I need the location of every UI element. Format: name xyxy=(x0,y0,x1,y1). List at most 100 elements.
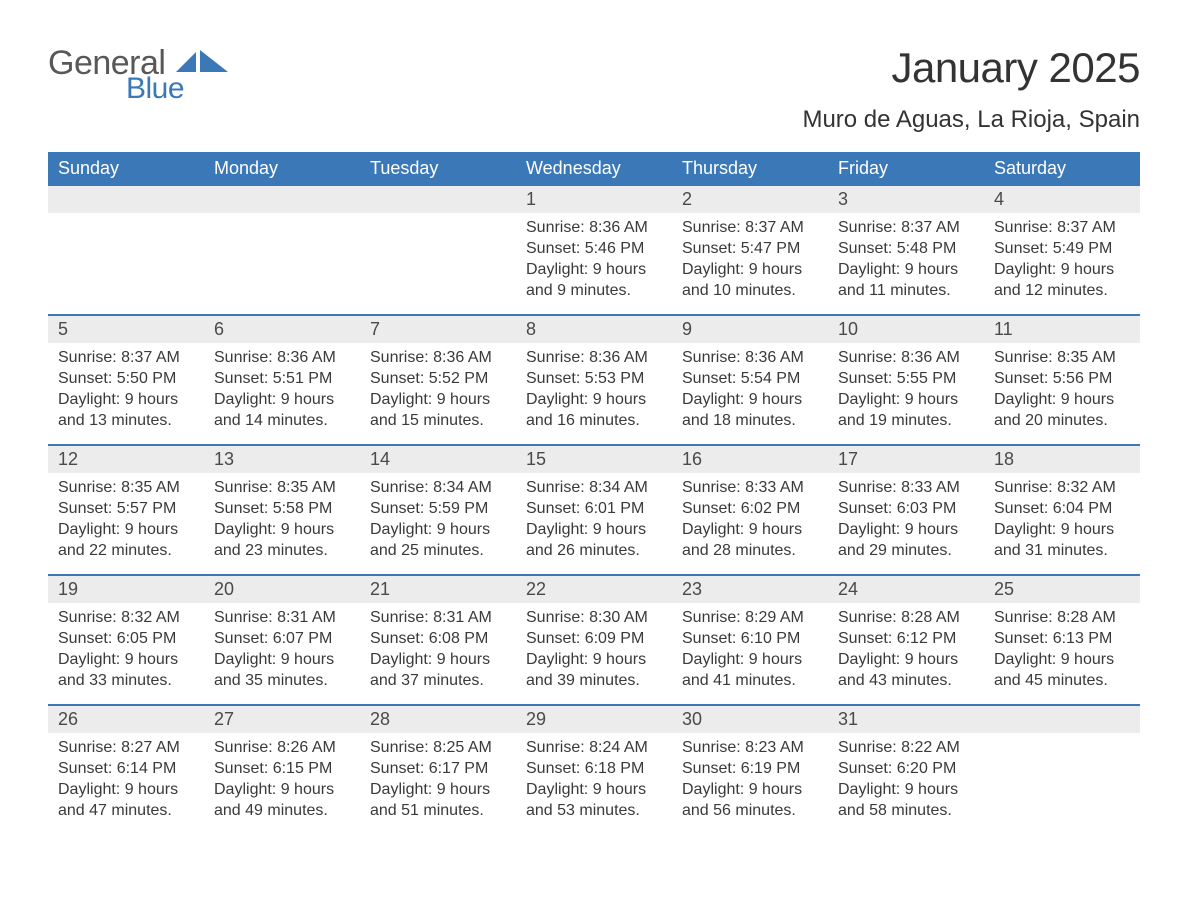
day-line: Daylight: 9 hours xyxy=(682,649,818,670)
day-number: 18 xyxy=(984,446,1140,473)
day-body: Sunrise: 8:36 AMSunset: 5:55 PMDaylight:… xyxy=(828,343,984,437)
day-line: Sunrise: 8:31 AM xyxy=(370,607,506,628)
day-line: Sunset: 6:10 PM xyxy=(682,628,818,649)
day-body: Sunrise: 8:34 AMSunset: 6:01 PMDaylight:… xyxy=(516,473,672,567)
day-body xyxy=(48,213,204,223)
day-line: Sunset: 5:47 PM xyxy=(682,238,818,259)
day-line: Sunset: 6:05 PM xyxy=(58,628,194,649)
logo: General Blue xyxy=(48,44,165,83)
day-line: Sunset: 6:03 PM xyxy=(838,498,974,519)
day-body: Sunrise: 8:25 AMSunset: 6:17 PMDaylight:… xyxy=(360,733,516,827)
day-line: Sunset: 5:55 PM xyxy=(838,368,974,389)
day-cell: 15Sunrise: 8:34 AMSunset: 6:01 PMDayligh… xyxy=(516,446,672,574)
day-body: Sunrise: 8:31 AMSunset: 6:08 PMDaylight:… xyxy=(360,603,516,697)
day-line: Sunset: 6:07 PM xyxy=(214,628,350,649)
day-number: 26 xyxy=(48,706,204,733)
day-line: Daylight: 9 hours xyxy=(838,519,974,540)
day-line: Daylight: 9 hours xyxy=(370,389,506,410)
day-number: 22 xyxy=(516,576,672,603)
day-number xyxy=(360,186,516,213)
day-line: and 16 minutes. xyxy=(526,410,662,431)
day-line: and 49 minutes. xyxy=(214,800,350,821)
week-row: 19Sunrise: 8:32 AMSunset: 6:05 PMDayligh… xyxy=(48,574,1140,704)
day-cell: 20Sunrise: 8:31 AMSunset: 6:07 PMDayligh… xyxy=(204,576,360,704)
day-line: Sunset: 5:59 PM xyxy=(370,498,506,519)
day-number: 24 xyxy=(828,576,984,603)
day-line: Sunset: 6:17 PM xyxy=(370,758,506,779)
day-line: Daylight: 9 hours xyxy=(526,389,662,410)
day-body: Sunrise: 8:24 AMSunset: 6:18 PMDaylight:… xyxy=(516,733,672,827)
day-line: Sunset: 5:50 PM xyxy=(58,368,194,389)
day-line: Daylight: 9 hours xyxy=(526,519,662,540)
day-line: and 35 minutes. xyxy=(214,670,350,691)
day-body: Sunrise: 8:26 AMSunset: 6:15 PMDaylight:… xyxy=(204,733,360,827)
day-line: Sunset: 6:02 PM xyxy=(682,498,818,519)
day-cell: 3Sunrise: 8:37 AMSunset: 5:48 PMDaylight… xyxy=(828,186,984,314)
day-number: 19 xyxy=(48,576,204,603)
day-line: Sunrise: 8:36 AM xyxy=(214,347,350,368)
day-cell: 1Sunrise: 8:36 AMSunset: 5:46 PMDaylight… xyxy=(516,186,672,314)
day-cell xyxy=(360,186,516,314)
day-line: Daylight: 9 hours xyxy=(682,779,818,800)
day-line: Sunset: 5:58 PM xyxy=(214,498,350,519)
day-line: Daylight: 9 hours xyxy=(58,519,194,540)
day-line: and 25 minutes. xyxy=(370,540,506,561)
day-cell: 22Sunrise: 8:30 AMSunset: 6:09 PMDayligh… xyxy=(516,576,672,704)
day-line: and 14 minutes. xyxy=(214,410,350,431)
day-line: Daylight: 9 hours xyxy=(214,779,350,800)
day-body xyxy=(984,733,1140,743)
day-body xyxy=(360,213,516,223)
day-cell: 2Sunrise: 8:37 AMSunset: 5:47 PMDaylight… xyxy=(672,186,828,314)
day-body: Sunrise: 8:37 AMSunset: 5:47 PMDaylight:… xyxy=(672,213,828,307)
day-line: Sunrise: 8:34 AM xyxy=(370,477,506,498)
day-line: Daylight: 9 hours xyxy=(526,779,662,800)
day-cell: 28Sunrise: 8:25 AMSunset: 6:17 PMDayligh… xyxy=(360,706,516,834)
day-number: 27 xyxy=(204,706,360,733)
day-body: Sunrise: 8:35 AMSunset: 5:57 PMDaylight:… xyxy=(48,473,204,567)
day-line: and 15 minutes. xyxy=(370,410,506,431)
day-line: Sunset: 6:18 PM xyxy=(526,758,662,779)
day-line: Daylight: 9 hours xyxy=(58,649,194,670)
calendar: SundayMondayTuesdayWednesdayThursdayFrid… xyxy=(48,152,1140,834)
day-number: 11 xyxy=(984,316,1140,343)
day-cell: 12Sunrise: 8:35 AMSunset: 5:57 PMDayligh… xyxy=(48,446,204,574)
day-line: Sunrise: 8:33 AM xyxy=(682,477,818,498)
day-body: Sunrise: 8:22 AMSunset: 6:20 PMDaylight:… xyxy=(828,733,984,827)
weekday-header: Saturday xyxy=(984,152,1140,186)
day-cell: 16Sunrise: 8:33 AMSunset: 6:02 PMDayligh… xyxy=(672,446,828,574)
day-cell: 26Sunrise: 8:27 AMSunset: 6:14 PMDayligh… xyxy=(48,706,204,834)
day-cell: 18Sunrise: 8:32 AMSunset: 6:04 PMDayligh… xyxy=(984,446,1140,574)
day-cell: 4Sunrise: 8:37 AMSunset: 5:49 PMDaylight… xyxy=(984,186,1140,314)
day-line: Sunset: 5:48 PM xyxy=(838,238,974,259)
day-number xyxy=(984,706,1140,733)
day-line: Sunrise: 8:28 AM xyxy=(994,607,1130,628)
weekday-header: Thursday xyxy=(672,152,828,186)
day-line: Daylight: 9 hours xyxy=(994,389,1130,410)
day-number: 5 xyxy=(48,316,204,343)
day-number: 4 xyxy=(984,186,1140,213)
day-body: Sunrise: 8:31 AMSunset: 6:07 PMDaylight:… xyxy=(204,603,360,697)
weekday-header: Friday xyxy=(828,152,984,186)
day-line: Sunrise: 8:36 AM xyxy=(526,347,662,368)
day-number: 1 xyxy=(516,186,672,213)
weekday-header: Monday xyxy=(204,152,360,186)
calendar-page: General Blue January 2025 Muro de Aguas,… xyxy=(0,0,1188,918)
day-body: Sunrise: 8:37 AMSunset: 5:49 PMDaylight:… xyxy=(984,213,1140,307)
day-line: Sunset: 6:14 PM xyxy=(58,758,194,779)
day-line: and 29 minutes. xyxy=(838,540,974,561)
day-cell: 11Sunrise: 8:35 AMSunset: 5:56 PMDayligh… xyxy=(984,316,1140,444)
day-line: Daylight: 9 hours xyxy=(214,649,350,670)
weeks-container: 1Sunrise: 8:36 AMSunset: 5:46 PMDaylight… xyxy=(48,186,1140,834)
day-body: Sunrise: 8:36 AMSunset: 5:52 PMDaylight:… xyxy=(360,343,516,437)
weekday-header-row: SundayMondayTuesdayWednesdayThursdayFrid… xyxy=(48,152,1140,186)
day-cell: 14Sunrise: 8:34 AMSunset: 5:59 PMDayligh… xyxy=(360,446,516,574)
day-line: Sunset: 6:08 PM xyxy=(370,628,506,649)
day-line: and 10 minutes. xyxy=(682,280,818,301)
day-number: 6 xyxy=(204,316,360,343)
day-line: and 33 minutes. xyxy=(58,670,194,691)
day-line: Sunset: 5:49 PM xyxy=(994,238,1130,259)
day-line: Daylight: 9 hours xyxy=(370,779,506,800)
day-number: 9 xyxy=(672,316,828,343)
day-cell: 21Sunrise: 8:31 AMSunset: 6:08 PMDayligh… xyxy=(360,576,516,704)
day-line: and 23 minutes. xyxy=(214,540,350,561)
